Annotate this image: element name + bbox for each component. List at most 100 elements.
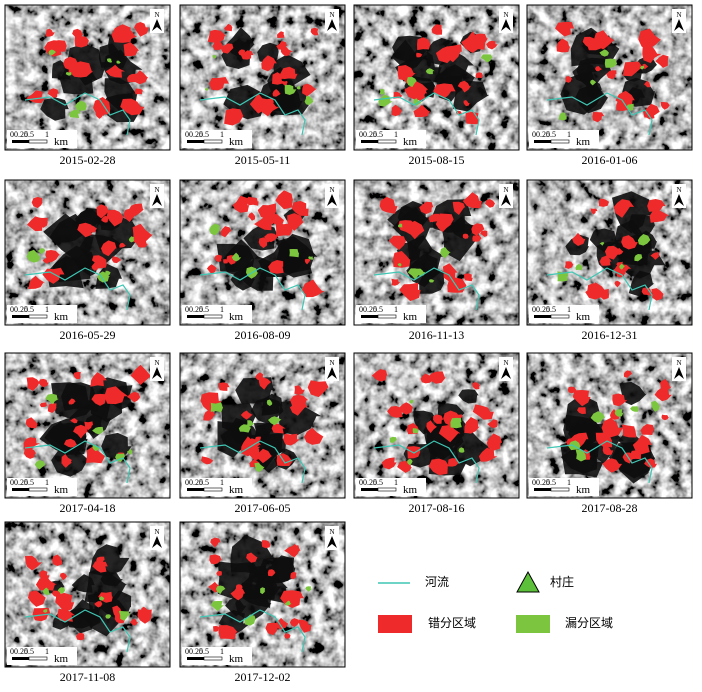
misclassified-area bbox=[623, 370, 633, 378]
omitted-area bbox=[407, 458, 413, 466]
misclassified-area bbox=[416, 52, 423, 58]
omitted-area bbox=[268, 416, 282, 426]
scale-tick-label: 1 bbox=[45, 647, 49, 656]
misclassified-area bbox=[28, 590, 46, 607]
misclassified-area bbox=[472, 235, 482, 242]
omitted-area bbox=[26, 249, 41, 263]
misclassified-area bbox=[130, 364, 152, 385]
misclassified-area bbox=[258, 237, 268, 249]
misclassified-area bbox=[590, 208, 598, 215]
misclassified-area bbox=[264, 233, 278, 243]
misclassified-area bbox=[218, 625, 238, 640]
omitted-area bbox=[118, 610, 130, 621]
misclassified-area bbox=[281, 80, 288, 86]
misclassified-area bbox=[448, 458, 460, 467]
misclassified-area bbox=[261, 55, 277, 72]
map-panel: N 0 0.250.5 1 km 2015-02-28 bbox=[4, 4, 171, 167]
map-image bbox=[527, 5, 692, 150]
river bbox=[24, 609, 131, 653]
misclassified-area bbox=[68, 398, 76, 405]
scale-tick-label: 0.25 bbox=[189, 647, 203, 656]
misclassified-area bbox=[91, 262, 99, 271]
panel-date: 2016-11-13 bbox=[409, 328, 465, 342]
scale-tick-label: 1 bbox=[394, 305, 398, 314]
omitted-area bbox=[107, 58, 113, 63]
misclassified-area bbox=[457, 80, 471, 93]
misclassified-area bbox=[567, 386, 577, 394]
map-panel: N 0 0.250.5 1 km 2017-11-08 bbox=[4, 521, 171, 684]
north-arrow-shape bbox=[674, 194, 684, 206]
omitted-area bbox=[378, 94, 393, 107]
north-arrow: N bbox=[499, 184, 513, 208]
misclassified-area bbox=[638, 28, 662, 49]
misclassified-area bbox=[641, 287, 652, 296]
map-image bbox=[180, 353, 345, 498]
scale-seg bbox=[187, 657, 204, 660]
misclassified-area bbox=[95, 111, 105, 119]
omitted-area bbox=[590, 411, 605, 423]
misclassified-area bbox=[223, 259, 228, 264]
map-panel: N 0 0.250.5 1 km 2015-08-15 bbox=[353, 4, 520, 167]
misclassified-area bbox=[90, 372, 107, 387]
misclassified-area bbox=[74, 35, 89, 48]
misclassified-area bbox=[267, 569, 276, 577]
river bbox=[546, 440, 653, 484]
panel-date: 2015-08-15 bbox=[409, 153, 465, 167]
scale-unit: km bbox=[54, 311, 69, 323]
misclassified-area bbox=[290, 571, 297, 580]
misclassified-area bbox=[604, 245, 621, 260]
omitted-area bbox=[630, 406, 639, 412]
misclassified-area bbox=[201, 456, 214, 465]
north-label: N bbox=[676, 11, 681, 19]
misclassified-area bbox=[254, 216, 274, 231]
misclassified-area bbox=[645, 107, 653, 114]
north-arrow: N bbox=[672, 9, 686, 33]
misclassified-area bbox=[582, 36, 598, 49]
scale-unit: km bbox=[403, 311, 418, 323]
north-arrow: N bbox=[150, 357, 164, 381]
scale-bg bbox=[182, 478, 252, 496]
misclassified-area bbox=[240, 410, 253, 420]
misclassified-area bbox=[280, 66, 298, 80]
misclassified-area bbox=[134, 70, 148, 85]
misclassified-area bbox=[45, 28, 55, 37]
misclassified-area bbox=[213, 625, 220, 632]
misclassified-area bbox=[272, 89, 281, 97]
misclassified-area bbox=[428, 458, 450, 476]
misclassified-area bbox=[462, 192, 482, 209]
panel-date: 2017-11-08 bbox=[60, 670, 116, 684]
misclassified-area bbox=[642, 44, 662, 64]
omitted-area bbox=[599, 242, 605, 246]
misclassified-area bbox=[642, 63, 649, 70]
texture bbox=[180, 180, 345, 325]
scale-seg bbox=[28, 139, 48, 144]
misclassified-area bbox=[253, 448, 273, 464]
misclassified-area bbox=[209, 554, 222, 565]
scale-tick-label: 0.5 bbox=[24, 647, 34, 656]
map-panel: N 0 0.250.5 1 km 2017-06-05 bbox=[179, 352, 346, 515]
misclassified-area bbox=[248, 212, 256, 221]
misclassified-area bbox=[291, 200, 309, 216]
scale-seg bbox=[377, 487, 397, 492]
misclassified-area bbox=[472, 382, 481, 390]
omitted-area bbox=[48, 49, 57, 56]
north-arrow-shape bbox=[674, 19, 684, 31]
scale-tick-label: 0.5 bbox=[24, 305, 34, 314]
omitted-area bbox=[126, 448, 133, 455]
scale-tick-label: 0.5 bbox=[24, 478, 34, 487]
legend-village-icon bbox=[516, 570, 540, 593]
misclassified-area bbox=[622, 61, 644, 77]
north-label: N bbox=[503, 359, 508, 367]
misclassified-area bbox=[426, 420, 438, 434]
omitted-area bbox=[619, 263, 626, 270]
scale-bg bbox=[182, 305, 252, 323]
scale-tick-label: 0.25 bbox=[363, 130, 377, 139]
misclassified-area bbox=[136, 238, 148, 248]
north-arrow: N bbox=[325, 9, 339, 33]
frame bbox=[526, 352, 693, 499]
omitted-area bbox=[34, 460, 46, 470]
scale-tick-label: 0.25 bbox=[189, 130, 203, 139]
dark-area bbox=[261, 393, 283, 416]
dark-area bbox=[628, 270, 655, 297]
scale-bar: 0 0.250.5 1 km bbox=[529, 305, 599, 323]
